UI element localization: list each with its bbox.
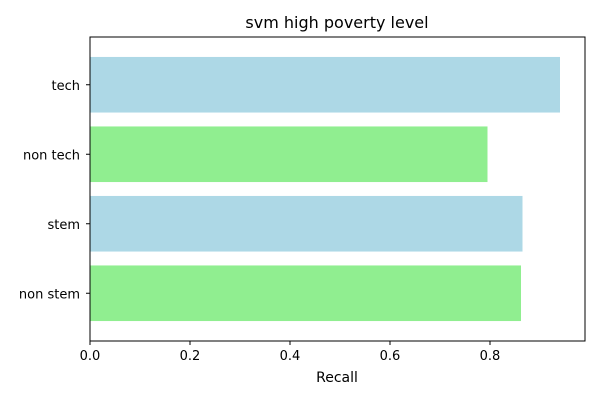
bars-group: [90, 56, 560, 322]
y-tick-label: non stem: [19, 287, 80, 302]
x-axis-ticks: 0.0 0.2 0.4 0.6 0.8: [80, 341, 501, 364]
x-tick-label: 0.8: [480, 349, 501, 364]
x-tick-label: 0.4: [280, 349, 301, 364]
x-tick-label: 0.2: [180, 349, 201, 364]
x-tick-label: 0.6: [380, 349, 401, 364]
bar-non-tech: [90, 126, 488, 183]
x-tick-label: 0.0: [80, 349, 101, 364]
bar-tech: [90, 56, 560, 113]
bar-stem: [90, 195, 523, 252]
x-axis-title: Recall: [316, 370, 358, 386]
plot-area-frame: [89, 36, 586, 342]
y-tick-label: tech: [52, 79, 80, 94]
y-tick-label: stem: [47, 218, 80, 233]
chart-title: svm high poverty level: [245, 13, 428, 32]
bar-non-stem: [90, 265, 521, 322]
y-tick-label: non tech: [23, 148, 80, 163]
y-axis-ticks: tech non tech stem non stem: [19, 79, 90, 302]
